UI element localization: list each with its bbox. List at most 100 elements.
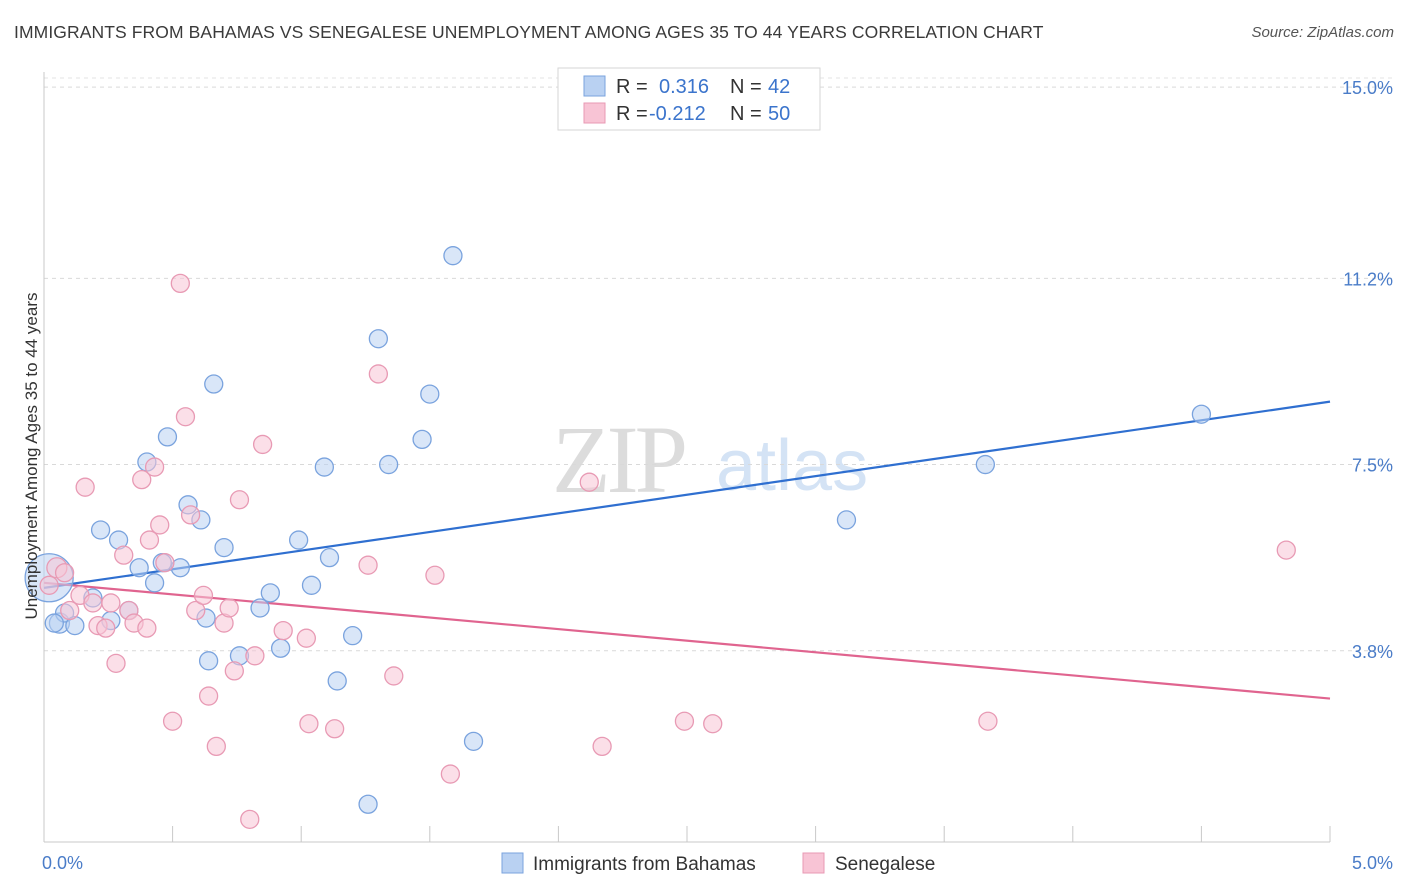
point-senegalese (193, 585, 214, 606)
point-senegalese (175, 407, 196, 427)
point-bahamas (319, 548, 340, 568)
point-bahamas (250, 598, 270, 618)
point-senegalese (425, 565, 445, 585)
point-bahamas (412, 429, 432, 450)
point-senegalese (75, 477, 95, 497)
y-tick-label: 15.0% (1342, 78, 1393, 98)
point-bahamas (463, 731, 484, 751)
y-tick-labels: 3.8% 7.5% 11.2% 15.0% (1342, 78, 1393, 662)
point-senegalese (186, 600, 206, 621)
point-senegalese (368, 364, 389, 384)
axes (43, 72, 1331, 843)
point-senegalese (101, 593, 121, 613)
legend-n-label-senegalese: N = (730, 103, 762, 125)
point-bahamas (204, 374, 224, 394)
point-senegalese (440, 764, 461, 784)
point-senegalese (144, 457, 165, 477)
x-tick-labels: 0.0% 5.0% (42, 853, 1393, 873)
data-points (24, 246, 1296, 830)
point-senegalese (703, 714, 723, 734)
grid (44, 77, 1392, 652)
point-bahamas (260, 583, 280, 603)
legend-r-label-senegalese: R = (616, 103, 648, 125)
point-senegalese (978, 711, 998, 731)
legend-swatch-bahamas (583, 75, 606, 97)
point-senegalese (324, 719, 345, 739)
point-senegalese (198, 686, 219, 706)
source-credit: Source: ZipAtlas.com (1251, 24, 1394, 41)
trend-line-senegalese (43, 581, 1331, 700)
point-senegalese (162, 711, 183, 731)
point-senegalese (592, 736, 612, 757)
point-senegalese (296, 628, 316, 648)
point-senegalese (114, 545, 134, 565)
point-senegalese (229, 490, 250, 510)
point-bahamas (358, 794, 378, 814)
point-senegalese (137, 618, 157, 638)
point-bahamas (90, 520, 111, 540)
trend-line-bahamas (43, 400, 1331, 589)
point-senegalese (170, 273, 190, 294)
point-senegalese (240, 809, 260, 830)
legend-r-value-senegalese: -0.212 (649, 103, 706, 125)
legend-n-value-bahamas: 42 (768, 76, 790, 98)
point-senegalese (674, 711, 695, 731)
series-legend-swatch-bahamas (501, 852, 524, 874)
point-senegalese (245, 646, 265, 666)
legend-r-value-bahamas: 0.316 (659, 76, 709, 98)
watermark: ZIP atlas (552, 406, 868, 513)
series-legend: Immigrants from Bahamas Senegalese (501, 852, 935, 875)
point-senegalese (54, 563, 75, 583)
point-bahamas (270, 638, 291, 658)
point-bahamas (378, 454, 399, 475)
legend-r-label-bahamas: R = (616, 76, 648, 98)
point-senegalese (252, 434, 273, 455)
point-senegalese (96, 618, 116, 638)
series-legend-label-bahamas: Immigrants from Bahamas (533, 854, 756, 875)
series-legend-label-senegalese: Senegalese (835, 854, 935, 875)
y-tick-label: 7.5% (1352, 456, 1393, 476)
chart-title: IMMIGRANTS FROM BAHAMAS VS SENEGALESE UN… (14, 22, 1044, 42)
point-senegalese (206, 736, 226, 757)
point-senegalese (132, 469, 152, 490)
point-bahamas (342, 626, 363, 646)
point-bahamas (368, 329, 389, 349)
legend-n-label-bahamas: N = (730, 76, 762, 98)
point-senegalese (299, 714, 319, 734)
x-tick-label: 0.0% (42, 853, 83, 873)
point-senegalese (106, 653, 126, 673)
point-bahamas (44, 613, 64, 633)
point-senegalese (358, 555, 378, 575)
point-senegalese (219, 598, 239, 618)
series-legend-swatch-senegalese (802, 852, 825, 874)
y-tick-label: 3.8% (1352, 642, 1393, 662)
point-bahamas (1191, 404, 1212, 424)
point-bahamas (288, 530, 309, 550)
legend-swatch-senegalese (583, 102, 606, 124)
y-tick-label: 11.2% (1343, 269, 1393, 289)
point-bahamas (129, 558, 149, 578)
point-senegalese (60, 600, 80, 621)
stats-legend: R = 0.316 N = 42 R = -0.212 N = 50 (557, 67, 821, 131)
point-bahamas (420, 384, 440, 404)
point-bahamas (975, 454, 996, 475)
point-senegalese (1276, 540, 1296, 560)
point-bahamas (443, 246, 463, 266)
point-senegalese (273, 620, 293, 641)
point-senegalese (579, 472, 599, 492)
point-bahamas (157, 427, 178, 447)
point-senegalese (180, 505, 201, 525)
point-senegalese (39, 575, 59, 595)
point-bahamas (301, 575, 322, 595)
point-bahamas (314, 457, 334, 477)
point-bahamas (214, 537, 234, 558)
point-bahamas (836, 510, 857, 530)
point-senegalese (384, 666, 404, 686)
point-senegalese (155, 553, 175, 573)
point-senegalese (139, 530, 160, 550)
point-bahamas (144, 573, 165, 593)
point-senegalese (150, 515, 170, 535)
point-bahamas (198, 651, 219, 671)
point-senegalese (224, 661, 244, 681)
